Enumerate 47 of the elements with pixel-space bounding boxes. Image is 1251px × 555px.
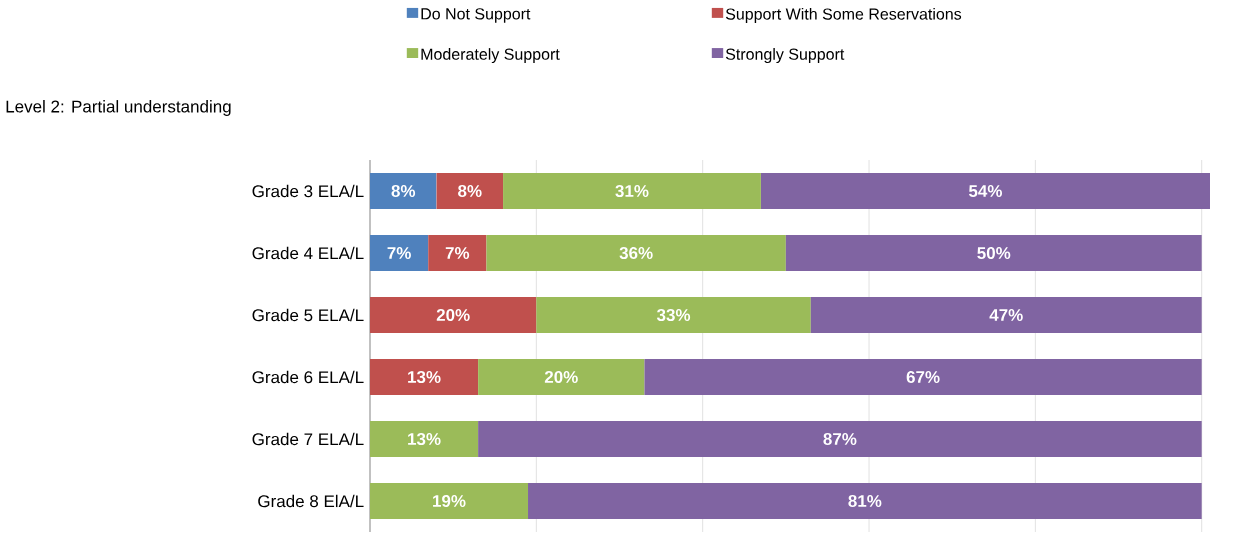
bar (478, 359, 645, 395)
y-tick-label: Grade 4 ELA/L (252, 246, 364, 260)
data-label: 31% (615, 184, 649, 198)
bar (370, 235, 429, 271)
legend-label: Do Not Support (421, 8, 531, 23)
bar (370, 421, 479, 457)
data-label: 13% (408, 370, 441, 384)
y-tick-label: Grade 3 ELA/L (252, 184, 364, 198)
data-label: 87% (823, 432, 857, 446)
data-label: 8% (458, 184, 482, 198)
bar (760, 173, 1211, 209)
y-tick-label: Grade 7 ELA/L (252, 432, 364, 446)
bar (536, 297, 811, 333)
data-label: 7% (445, 247, 470, 259)
data-label: 20% (436, 308, 470, 322)
data-label: 36% (619, 246, 653, 260)
bar (785, 235, 1202, 271)
text: Level 2: Partial understanding (6, 100, 231, 116)
bar (486, 235, 786, 271)
bar (528, 483, 1202, 519)
data-label: 47% (989, 309, 1023, 321)
y-tick-label: Grade 5 ELA/L (252, 308, 364, 322)
legend-label: Moderately Support (421, 48, 560, 64)
bar (644, 359, 1202, 395)
y-tick-label: Grade 6 ELA/L (252, 370, 364, 384)
legend-label: Strongly Support (725, 48, 845, 64)
bar (810, 297, 1202, 333)
data-label: 19% (433, 494, 466, 508)
bar (503, 173, 761, 209)
data-label: 81% (848, 494, 882, 508)
bar (428, 235, 487, 271)
bar (370, 359, 479, 395)
y-tick-label: Grade 8 ElA/L (258, 494, 364, 508)
bar (478, 421, 1202, 457)
bar (370, 173, 437, 209)
data-label: 13% (408, 432, 441, 446)
legend-label: Support With Some Reservations (725, 7, 962, 23)
data-label: 50% (977, 246, 1011, 260)
data-label: 33% (656, 308, 691, 322)
data-label: 7% (387, 247, 411, 259)
bar (436, 173, 504, 209)
data-label: 8% (391, 184, 416, 198)
data-label: 67% (906, 370, 940, 384)
bar (370, 297, 537, 333)
data-label: 54% (968, 185, 1003, 198)
data-label: 20% (544, 370, 578, 384)
bar (370, 483, 529, 519)
